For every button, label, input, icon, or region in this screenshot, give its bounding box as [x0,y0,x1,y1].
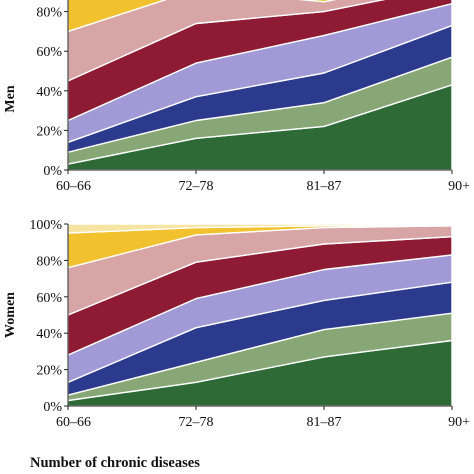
x-tick-label: 81–87 [307,415,342,430]
y-tick-label: 40% [36,327,62,342]
y-tick-label: 60% [36,291,62,306]
y-tick-label: 40% [36,85,62,100]
x-tick-label: 72–78 [179,415,214,430]
y-tick-label: 80% [36,6,62,21]
x-tick-label: 90+ [448,415,470,430]
y-tick-label: 20% [36,364,62,379]
y-axis-title: Women [3,292,18,338]
x-tick-label: 90+ [448,179,470,194]
x-axis-title: Number of chronic diseases [30,455,200,471]
x-tick-label: 72–78 [179,179,214,194]
y-tick-label: 100% [29,218,62,233]
y-axis-title: Men [3,85,18,112]
x-tick-label: 81–87 [307,179,342,194]
women-panel: 0% 20% 40% 60% 80% 100% 60–66 72–78 81–87 90+ Wome… [3,218,470,430]
area-band-8 [68,224,452,234]
men-panel: 0% 20% 40% 60% 80% 60–66 72–78 81–87 90+ Men [3,0,470,194]
area-band-6 [68,0,386,82]
y-tick-label: 80% [36,254,62,269]
y-tick-label: 0% [43,400,62,415]
x-tick-label: 60–66 [56,415,91,430]
area-band-7 [68,0,337,33]
y-tick-label: 0% [43,164,62,179]
y-tick-label: 60% [36,45,62,60]
x-tick-label: 60–66 [56,179,91,194]
y-tick-label: 20% [36,124,62,139]
